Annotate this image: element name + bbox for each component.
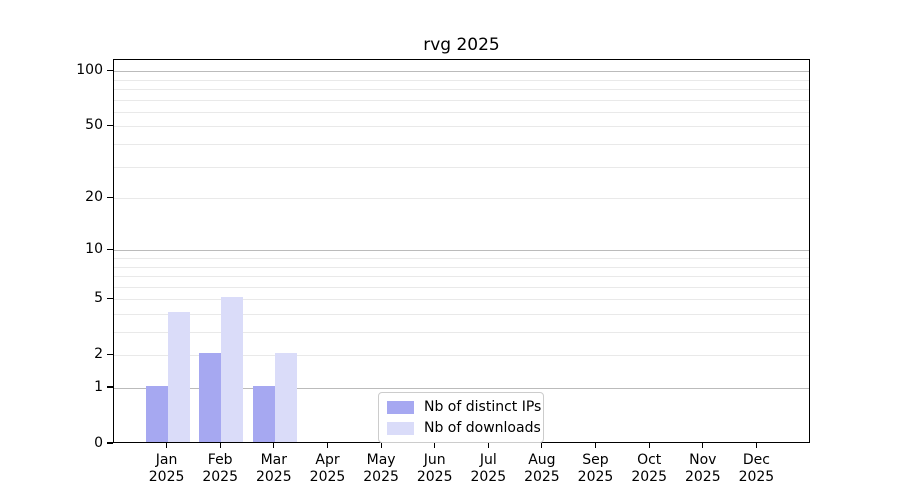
- bar-distinct-ips-mar: [252, 386, 275, 442]
- x-tick-label: Oct 2025: [609, 452, 689, 486]
- x-tick-mark: [487, 443, 489, 448]
- bar-downloads-mar: [274, 353, 297, 442]
- x-tick-mark: [219, 443, 221, 448]
- y-tick-mark: [107, 196, 113, 198]
- x-tick-year: 2025: [684, 469, 721, 485]
- gridline-minor: [114, 299, 809, 301]
- legend-item-downloads: Nb of downloads: [387, 421, 541, 435]
- x-tick-mark: [594, 443, 597, 448]
- x-tick-mark: [541, 443, 543, 448]
- y-tick-label: 5: [94, 290, 103, 307]
- gridline-major: [114, 250, 809, 252]
- x-tick-month: Apr: [315, 452, 340, 468]
- gridline-minor: [114, 314, 809, 315]
- x-tick-month: Oct: [637, 452, 662, 468]
- chart-title: rvg 2025: [423, 35, 500, 55]
- gridline-minor: [114, 79, 809, 81]
- x-tick-year: 2025: [577, 469, 614, 485]
- gridline-minor: [114, 99, 809, 101]
- x-tick-label: Nov 2025: [663, 452, 743, 486]
- bar-downloads-jan: [167, 312, 190, 442]
- gridline-minor: [114, 166, 809, 168]
- gridline-minor: [114, 144, 809, 145]
- x-tick-month: Feb: [207, 452, 233, 468]
- x-tick-month: Jul: [479, 452, 497, 468]
- gridline-minor: [114, 126, 809, 128]
- x-tick-month: Aug: [528, 452, 556, 468]
- x-tick-label: Apr 2025: [288, 452, 368, 486]
- gridline-minor: [114, 198, 809, 200]
- legend-label-distinct-ips: Nb of distinct IPs: [424, 399, 542, 415]
- legend: Nb of distinct IPs Nb of downloads: [378, 392, 544, 443]
- y-tick-label: 2: [94, 346, 103, 363]
- x-tick-label: Jun 2025: [395, 452, 475, 486]
- x-tick-year: 2025: [631, 469, 667, 485]
- x-tick-year: 2025: [309, 469, 346, 485]
- y-tick-mark: [107, 386, 113, 388]
- x-tick-year: 2025: [202, 469, 238, 485]
- y-tick-mark: [107, 353, 113, 355]
- x-tick-month: Sep: [582, 452, 609, 468]
- x-tick-year: 2025: [416, 469, 453, 485]
- gridline-minor: [114, 258, 809, 259]
- legend-item-distinct-ips: Nb of distinct IPs: [387, 400, 541, 414]
- y-tick-mark: [107, 124, 113, 126]
- legend-label-downloads: Nb of downloads: [424, 420, 541, 436]
- x-tick-label: May 2025: [341, 452, 421, 486]
- x-tick-label: Aug 2025: [502, 452, 582, 486]
- legend-swatch-downloads: [387, 421, 414, 435]
- x-tick-mark: [380, 443, 382, 448]
- x-tick-mark: [273, 443, 275, 448]
- x-tick-year: 2025: [255, 469, 292, 485]
- bar-distinct-ips-jan: [145, 386, 168, 442]
- y-tick-label: 20: [85, 189, 103, 206]
- y-tick-mark: [107, 297, 113, 299]
- x-tick-label: Mar 2025: [234, 452, 314, 486]
- x-tick-mark: [434, 443, 436, 448]
- x-tick-mark: [755, 443, 757, 448]
- x-tick-label: Jan 2025: [127, 452, 207, 486]
- x-tick-month: Jan: [155, 452, 178, 468]
- y-tick-mark: [107, 248, 113, 250]
- x-tick-label: Feb 2025: [180, 452, 260, 486]
- x-tick-month: Dec: [742, 452, 770, 468]
- x-tick-mark: [326, 443, 329, 448]
- gridline-minor: [114, 111, 809, 113]
- x-tick-month: May: [366, 452, 396, 468]
- bar-downloads-feb: [221, 297, 244, 442]
- x-tick-mark: [166, 443, 168, 448]
- y-tick-label: 100: [76, 62, 103, 79]
- x-tick-label: Jul 2025: [448, 452, 528, 486]
- bar-distinct-ips-feb: [199, 353, 222, 442]
- x-tick-month: Nov: [689, 452, 717, 468]
- plot-area: [113, 59, 810, 443]
- gridline-minor: [114, 286, 809, 288]
- gridline-minor: [114, 276, 809, 277]
- x-tick-month: Jun: [423, 452, 446, 468]
- y-tick-mark: [107, 69, 113, 71]
- gridline-minor: [114, 266, 809, 268]
- x-tick-mark: [648, 443, 650, 448]
- gridline-minor: [114, 89, 809, 90]
- x-tick-label: Sep 2025: [556, 452, 636, 486]
- x-tick-year: 2025: [148, 469, 185, 485]
- y-tick-label: 1: [94, 379, 103, 395]
- x-tick-year: 2025: [524, 469, 560, 485]
- x-tick-year: 2025: [470, 469, 507, 485]
- y-tick-label: 50: [85, 117, 103, 134]
- gridline-minor: [114, 332, 809, 333]
- gridline-major: [114, 388, 809, 389]
- gridline-minor: [114, 355, 809, 357]
- x-tick-label: Dec 2025: [716, 452, 796, 486]
- x-tick-mark: [702, 443, 704, 448]
- y-tick-label: 10: [85, 241, 103, 258]
- x-tick-month: Mar: [260, 452, 287, 468]
- x-tick-year: 2025: [363, 469, 399, 485]
- legend-swatch-distinct-ips: [387, 400, 414, 414]
- y-tick-mark: [107, 442, 113, 444]
- y-tick-label: 0: [94, 435, 103, 451]
- x-tick-year: 2025: [738, 469, 775, 485]
- gridline-major: [114, 71, 809, 73]
